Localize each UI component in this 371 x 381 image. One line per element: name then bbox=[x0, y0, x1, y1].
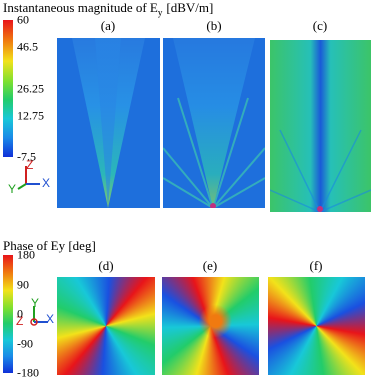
panel-image bbox=[57, 38, 160, 208]
panel-label: (f) bbox=[309, 258, 323, 273]
colorbar-tick-label: -90 bbox=[17, 336, 33, 350]
title-subscript: y bbox=[157, 7, 163, 18]
panel-label: (d) bbox=[98, 258, 114, 273]
top-title: Instantaneous magnitude of Ey [dBV/m] bbox=[3, 0, 213, 18]
axis-label: Z bbox=[16, 314, 24, 328]
panel-label: (e) bbox=[202, 258, 218, 273]
colorbar-tick-label: 0 bbox=[17, 306, 23, 321]
colorbar-tick-label: 180 bbox=[17, 247, 35, 262]
colorbar-tick-label: -180 bbox=[17, 365, 39, 380]
panel-label: (c) bbox=[312, 18, 328, 33]
panel-image bbox=[57, 277, 155, 375]
axis-label: Y bbox=[31, 296, 40, 310]
colorbar-tick-label: 60 bbox=[17, 12, 29, 27]
colorbar bbox=[3, 20, 13, 157]
axis-label: Z bbox=[26, 158, 34, 172]
axes-triad bbox=[17, 166, 40, 190]
colorbar-tick-label: 26.25 bbox=[17, 81, 44, 95]
bottom-title: Phase of Ey [deg] bbox=[3, 238, 96, 253]
colorbar-tick-label: 12.75 bbox=[17, 108, 44, 123]
colorbar-tick-label: 46.5 bbox=[17, 39, 38, 54]
panel-image bbox=[270, 40, 371, 212]
axis-label: X bbox=[42, 176, 51, 190]
panel-image bbox=[162, 277, 259, 375]
axes-triad bbox=[30, 306, 48, 326]
axis-label: Y bbox=[8, 182, 17, 196]
panel-image bbox=[268, 277, 365, 375]
colorbar-tick-label: -7.5 bbox=[17, 149, 36, 164]
colorbar-tick-label: 90 bbox=[17, 277, 29, 291]
title-text: Instantaneous magnitude of E bbox=[3, 0, 158, 15]
panel-image bbox=[163, 38, 265, 208]
colorbar bbox=[3, 255, 13, 373]
title-unit: [dBV/m] bbox=[166, 0, 214, 15]
axis-label: X bbox=[46, 312, 55, 326]
panel-label: (b) bbox=[206, 18, 222, 33]
panel-label: (a) bbox=[100, 18, 116, 33]
